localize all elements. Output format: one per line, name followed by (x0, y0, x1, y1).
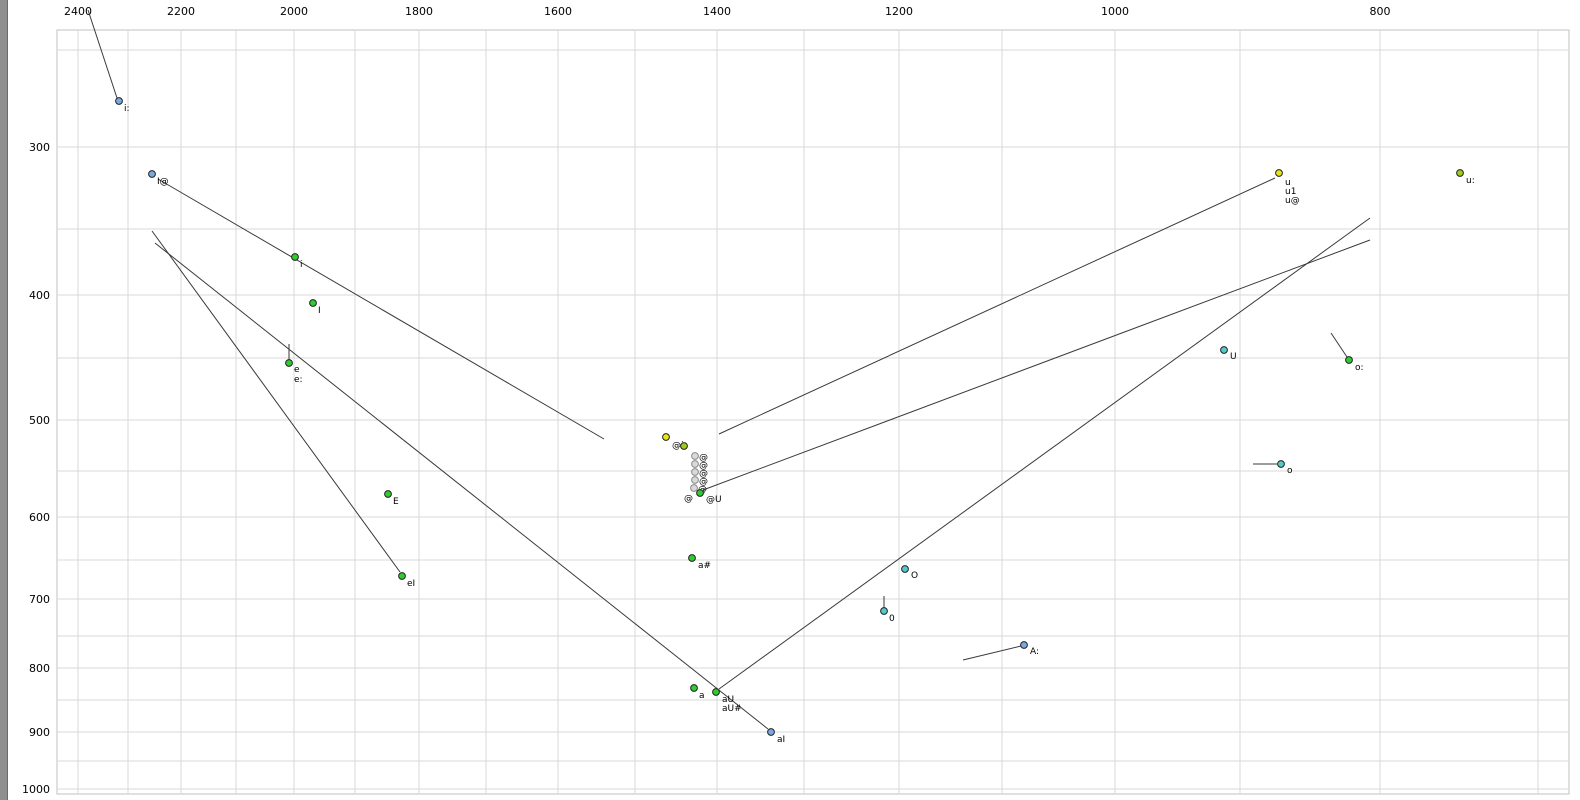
x-axis-tick-label: 2000 (280, 5, 308, 18)
vowel-point-at-i[interactable] (662, 433, 670, 441)
vowel-label-O: O (911, 571, 918, 581)
vowel-point-0[interactable] (880, 607, 888, 615)
left-pane-divider (0, 0, 8, 800)
vowel-label-i-long: i: (124, 104, 130, 114)
x-axis-tick-label: 800 (1370, 5, 1391, 18)
vowel-point-at-stack-4[interactable] (691, 476, 699, 484)
vowel-point-a[interactable] (690, 684, 698, 692)
vowel-point-u-long[interactable] (1456, 169, 1464, 177)
x-axis-tick-label: 1200 (885, 5, 913, 18)
y-axis-tick-label: 800 (29, 662, 50, 675)
vowel-point-aU[interactable] (712, 688, 720, 696)
vowel-label-eI: eI (407, 579, 415, 589)
trajectory-eI-glide (151, 230, 401, 573)
y-axis-tick-label: 400 (29, 289, 50, 302)
vowel-point-at-stack-2[interactable] (691, 460, 699, 468)
vowel-label-I: I (318, 306, 321, 316)
vowel-point-aI[interactable] (767, 728, 775, 736)
vowel-point-at-stack-3[interactable] (691, 468, 699, 476)
trajectory-A-long-tick (962, 645, 1022, 661)
vowel-label-U: U (1230, 352, 1237, 362)
vowel-point-at-U[interactable] (696, 489, 704, 497)
vowel-label-at-stack-3: @ (699, 469, 708, 479)
vowel-label-a-hash: a# (698, 561, 711, 571)
vowel-point-E[interactable] (384, 490, 392, 498)
trajectory-o-long-tick (1330, 332, 1348, 358)
trajectory-u-at-glide (718, 177, 1276, 435)
vowel-label-at-U: @ (684, 494, 693, 504)
plot-border (56, 29, 1570, 795)
vowel-label-e-1: e: (294, 375, 303, 385)
vowel-point-a-hash[interactable] (688, 554, 696, 562)
vowel-label-aI: aI (777, 735, 785, 745)
vowel-point-o-long[interactable] (1345, 356, 1353, 364)
x-axis-tick-label: 1600 (544, 5, 572, 18)
y-axis-tick-label: 600 (29, 511, 50, 524)
vowel-label-I-at: I@ (157, 177, 169, 187)
vowel-point-eI[interactable] (398, 572, 406, 580)
vowel-label-A-long: A: (1030, 647, 1039, 657)
vowel-label-u: u (1285, 178, 1291, 188)
trajectory-aU-glide (718, 217, 1371, 690)
vowel-point-A-long[interactable] (1020, 641, 1028, 649)
vowel-label-a: a (699, 691, 705, 701)
vowel-label-i: i (300, 260, 303, 270)
vowel-point-at-stack-1[interactable] (691, 452, 699, 460)
x-axis-tick-label: 1400 (703, 5, 731, 18)
vowel-point-i[interactable] (291, 253, 299, 261)
y-axis-tick-label: 300 (29, 141, 50, 154)
vowel-label-E: E (393, 497, 399, 507)
vowel-point-u[interactable] (1275, 169, 1283, 177)
vowel-point-at-stack-5[interactable] (690, 484, 698, 492)
vowel-point-o[interactable] (1277, 460, 1285, 468)
vowel-label-aU: aU (722, 695, 734, 705)
vowel-point-i-long[interactable] (115, 97, 123, 105)
vowel-point-U[interactable] (1220, 346, 1228, 354)
vowel-label-u-2: u@ (1285, 196, 1300, 206)
y-axis-tick-label: 700 (29, 593, 50, 606)
vowel-point-I[interactable] (309, 299, 317, 307)
vowel-label-e: e (294, 365, 300, 375)
trajectory-at-U-glide (702, 239, 1371, 491)
vowel-label-u-long: u: (1466, 176, 1475, 186)
vowel-point-I-at[interactable] (148, 170, 156, 178)
vowel-label-at-stack-2: @ (699, 461, 708, 471)
vowel-label-at-stack-1: @ (699, 453, 708, 463)
vowel-point-e[interactable] (285, 359, 293, 367)
vowel-label-aU-1: aU# (722, 704, 742, 714)
vowel-label-at-U-1: @U (706, 495, 722, 505)
trajectory-aI-glide (154, 242, 769, 730)
vowel-label-o-long: o: (1355, 363, 1364, 373)
trajectory-i-long-onset (87, 9, 118, 99)
vowel-point-O[interactable] (901, 565, 909, 573)
y-axis-tick-label: 1000 (22, 783, 50, 796)
y-axis-tick-label: 900 (29, 726, 50, 739)
vowel-label-at-i: @i (672, 441, 684, 451)
y-axis-tick-label: 500 (29, 414, 50, 427)
vowel-label-o: o (1287, 466, 1293, 476)
vowel-label-at-stack-5: @ (698, 485, 707, 495)
x-axis-tick-label: 2400 (64, 5, 92, 18)
vowel-label-at-stack-4: @ (699, 477, 708, 487)
vowel-label-u-1: u1 (1285, 187, 1296, 197)
vowel-point-at-2[interactable] (680, 442, 688, 450)
x-axis-tick-label: 1800 (405, 5, 433, 18)
trajectory-I-at-glide (157, 178, 605, 440)
x-axis-tick-label: 2200 (167, 5, 195, 18)
vowel-label-0: 0 (889, 614, 895, 624)
x-axis-tick-label: 1000 (1101, 5, 1129, 18)
